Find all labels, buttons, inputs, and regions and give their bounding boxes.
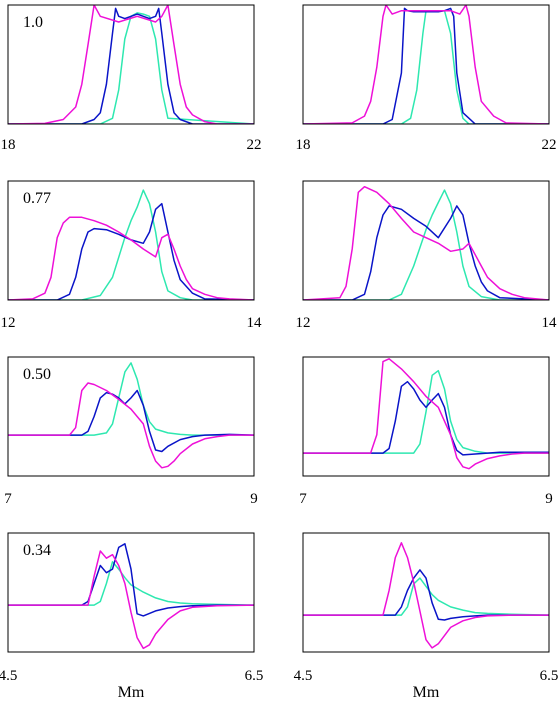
panel-frame bbox=[302, 4, 550, 125]
series-line-cyan bbox=[303, 189, 549, 300]
panel-3: 0.77 12 14 bbox=[1, 180, 263, 331]
x-axis-label: Mm bbox=[118, 684, 145, 701]
x-tick-label: 7 bbox=[4, 491, 12, 507]
panel-frame bbox=[302, 356, 550, 477]
x-tick-label: 18 bbox=[1, 137, 16, 153]
x-tick-label: 12 bbox=[296, 315, 311, 331]
x-tick-label: 9 bbox=[250, 491, 258, 507]
series-line-blue bbox=[8, 389, 254, 453]
series-line-cyan bbox=[8, 561, 254, 606]
x-tick-label: 12 bbox=[1, 315, 16, 331]
panel-1: 1.0 18 22 bbox=[1, 4, 262, 153]
series-line-cyan bbox=[303, 577, 549, 616]
x-tick-label: 6.5 bbox=[245, 668, 264, 684]
series-line-magenta bbox=[8, 382, 254, 469]
x-tick-label: 14 bbox=[542, 315, 558, 331]
x-tick-label: 4.5 bbox=[294, 668, 313, 684]
x-tick-label: 18 bbox=[296, 137, 311, 153]
panel-frame bbox=[7, 180, 255, 301]
series-line-blue bbox=[303, 205, 549, 300]
panel-4: 12 14 bbox=[296, 180, 558, 331]
panel-frame bbox=[7, 4, 255, 125]
panel-7: 0.34 4.5 6.5 Mm bbox=[0, 532, 264, 701]
x-tick-label: 9 bbox=[545, 491, 553, 507]
series-line-blue bbox=[303, 380, 549, 456]
series-line-cyan bbox=[8, 362, 254, 436]
series-line-magenta bbox=[8, 550, 254, 650]
panel-frame bbox=[7, 356, 255, 477]
x-tick-label: 14 bbox=[247, 315, 263, 331]
series-line-cyan bbox=[8, 189, 254, 300]
panel-frame bbox=[7, 532, 255, 653]
x-tick-label: 22 bbox=[542, 137, 557, 153]
panel-2: 18 22 bbox=[296, 4, 557, 153]
x-tick-label: 6.5 bbox=[540, 668, 559, 684]
panel-frame bbox=[302, 180, 550, 301]
panel-5: 0.50 7 9 bbox=[4, 356, 258, 507]
series-line-blue bbox=[8, 7, 254, 124]
x-tick-label: 4.5 bbox=[0, 668, 17, 684]
panel-label: 1.0 bbox=[23, 14, 43, 31]
series-line-blue bbox=[303, 7, 549, 124]
series-line-blue bbox=[8, 202, 254, 300]
series-line-magenta bbox=[8, 5, 254, 124]
panel-label: 0.50 bbox=[23, 366, 51, 383]
series-line-blue bbox=[303, 569, 549, 621]
series-line-cyan bbox=[303, 369, 549, 454]
x-tick-label: 22 bbox=[247, 137, 262, 153]
panel-label: 0.77 bbox=[23, 190, 51, 207]
x-tick-label: 7 bbox=[299, 491, 307, 507]
panel-8: 4.5 6.5 Mm bbox=[294, 532, 559, 701]
series-line-magenta bbox=[303, 5, 549, 124]
series-line-magenta bbox=[303, 542, 549, 649]
panel-frame bbox=[302, 532, 550, 653]
series-line-blue bbox=[8, 543, 254, 617]
series-line-magenta bbox=[303, 185, 549, 300]
series-line-cyan bbox=[303, 9, 549, 124]
x-axis-label: Mm bbox=[413, 684, 440, 701]
series-line-cyan bbox=[8, 12, 254, 124]
series-line-magenta bbox=[8, 216, 254, 300]
panel-label: 0.34 bbox=[23, 542, 51, 559]
series-line-magenta bbox=[303, 358, 549, 470]
